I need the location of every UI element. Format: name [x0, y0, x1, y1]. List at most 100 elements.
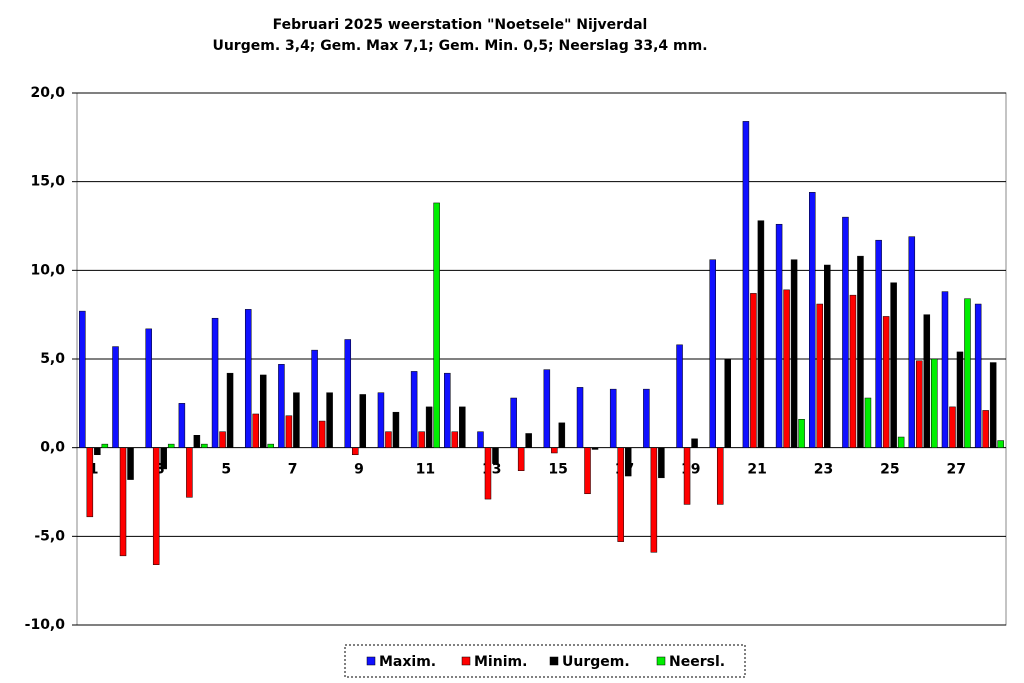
bar: [798, 419, 805, 448]
bar: [643, 388, 650, 448]
legend-label: Minim.: [474, 654, 527, 670]
x-tick-label: 11: [416, 462, 435, 478]
bar: [244, 309, 252, 448]
x-tick-label: 27: [946, 462, 965, 478]
bar: [790, 259, 798, 448]
bar: [451, 431, 459, 448]
y-tick-label: 10,0: [30, 262, 65, 278]
bar: [410, 371, 418, 448]
bar: [543, 369, 551, 448]
legend-swatch: [549, 656, 559, 666]
bar: [267, 443, 274, 448]
bar: [359, 394, 367, 448]
bar: [484, 447, 492, 500]
x-tick-label: 5: [221, 462, 231, 478]
y-tick-label: 15,0: [30, 174, 65, 190]
bar: [982, 410, 989, 448]
bar: [186, 447, 193, 498]
bar: [650, 447, 658, 553]
y-tick-label: -10,0: [25, 617, 66, 633]
bar: [809, 192, 816, 448]
bar: [551, 447, 558, 454]
bar: [890, 282, 897, 448]
bar: [875, 239, 882, 448]
bar: [145, 328, 152, 448]
legend-swatch: [461, 656, 471, 666]
bar: [160, 447, 167, 470]
bar: [624, 447, 632, 477]
bar: [311, 349, 318, 448]
x-tick-label: 15: [548, 462, 567, 478]
bar: [477, 431, 484, 448]
bar: [842, 216, 849, 448]
bar: [658, 447, 665, 479]
bar: [278, 364, 285, 448]
bar: [882, 316, 890, 448]
bar: [318, 420, 326, 448]
bar: [178, 403, 186, 448]
bar: [709, 259, 716, 448]
bar: [775, 223, 783, 448]
bar: [989, 362, 997, 448]
legend-box: [344, 644, 746, 678]
bar: [219, 431, 226, 448]
bar: [949, 406, 956, 448]
bar: [525, 433, 532, 448]
bar: [716, 447, 724, 505]
bar: [974, 303, 982, 448]
bar: [433, 202, 440, 448]
bar: [252, 413, 259, 448]
bar: [857, 255, 864, 448]
bar: [86, 447, 94, 518]
bar: [127, 447, 134, 480]
bar: [326, 392, 333, 448]
bar: [964, 298, 971, 448]
bar: [576, 387, 584, 448]
bar: [757, 220, 765, 448]
bar: [444, 372, 451, 448]
bar: [683, 447, 691, 505]
bar: [492, 447, 499, 464]
bar: [916, 360, 923, 448]
bar: [849, 294, 857, 448]
bar: [956, 351, 964, 448]
y-tick-label: -5,0: [34, 528, 65, 544]
bar: [418, 431, 425, 448]
bar: [923, 314, 931, 448]
bar: [226, 372, 234, 448]
bar: [425, 406, 433, 448]
bar: [617, 447, 624, 542]
bar: [824, 264, 831, 448]
bar: [584, 447, 591, 495]
bar: [152, 447, 160, 565]
bar: [676, 344, 683, 448]
bar: [112, 346, 119, 448]
legend-swatch: [366, 656, 376, 666]
bar: [941, 291, 949, 448]
bar: [211, 317, 219, 448]
legend-label: Maxim.: [379, 654, 436, 670]
bar: [908, 236, 916, 448]
bar: [352, 447, 359, 456]
x-tick-label: 3: [155, 462, 165, 478]
x-tick-label: 7: [288, 462, 298, 478]
chart-title: Februari 2025 weerstation "Noetsele" Nij…: [273, 17, 648, 33]
bar: [119, 447, 127, 557]
bar: [931, 358, 938, 448]
bar: [201, 443, 208, 448]
bar: [193, 435, 201, 448]
x-tick-label: 1: [89, 462, 99, 478]
bar: [864, 397, 872, 448]
y-tick-label: 5,0: [40, 351, 65, 367]
bar: [997, 440, 1004, 448]
bar: [377, 392, 385, 448]
bar: [816, 303, 824, 448]
bar: [517, 447, 525, 471]
bar: [724, 358, 731, 448]
bar: [94, 447, 101, 456]
y-tick-label: 0,0: [40, 440, 65, 456]
bar: [392, 411, 400, 448]
x-tick-label: 21: [747, 462, 766, 478]
legend-swatch: [656, 656, 666, 666]
x-tick-label: 23: [814, 462, 833, 478]
